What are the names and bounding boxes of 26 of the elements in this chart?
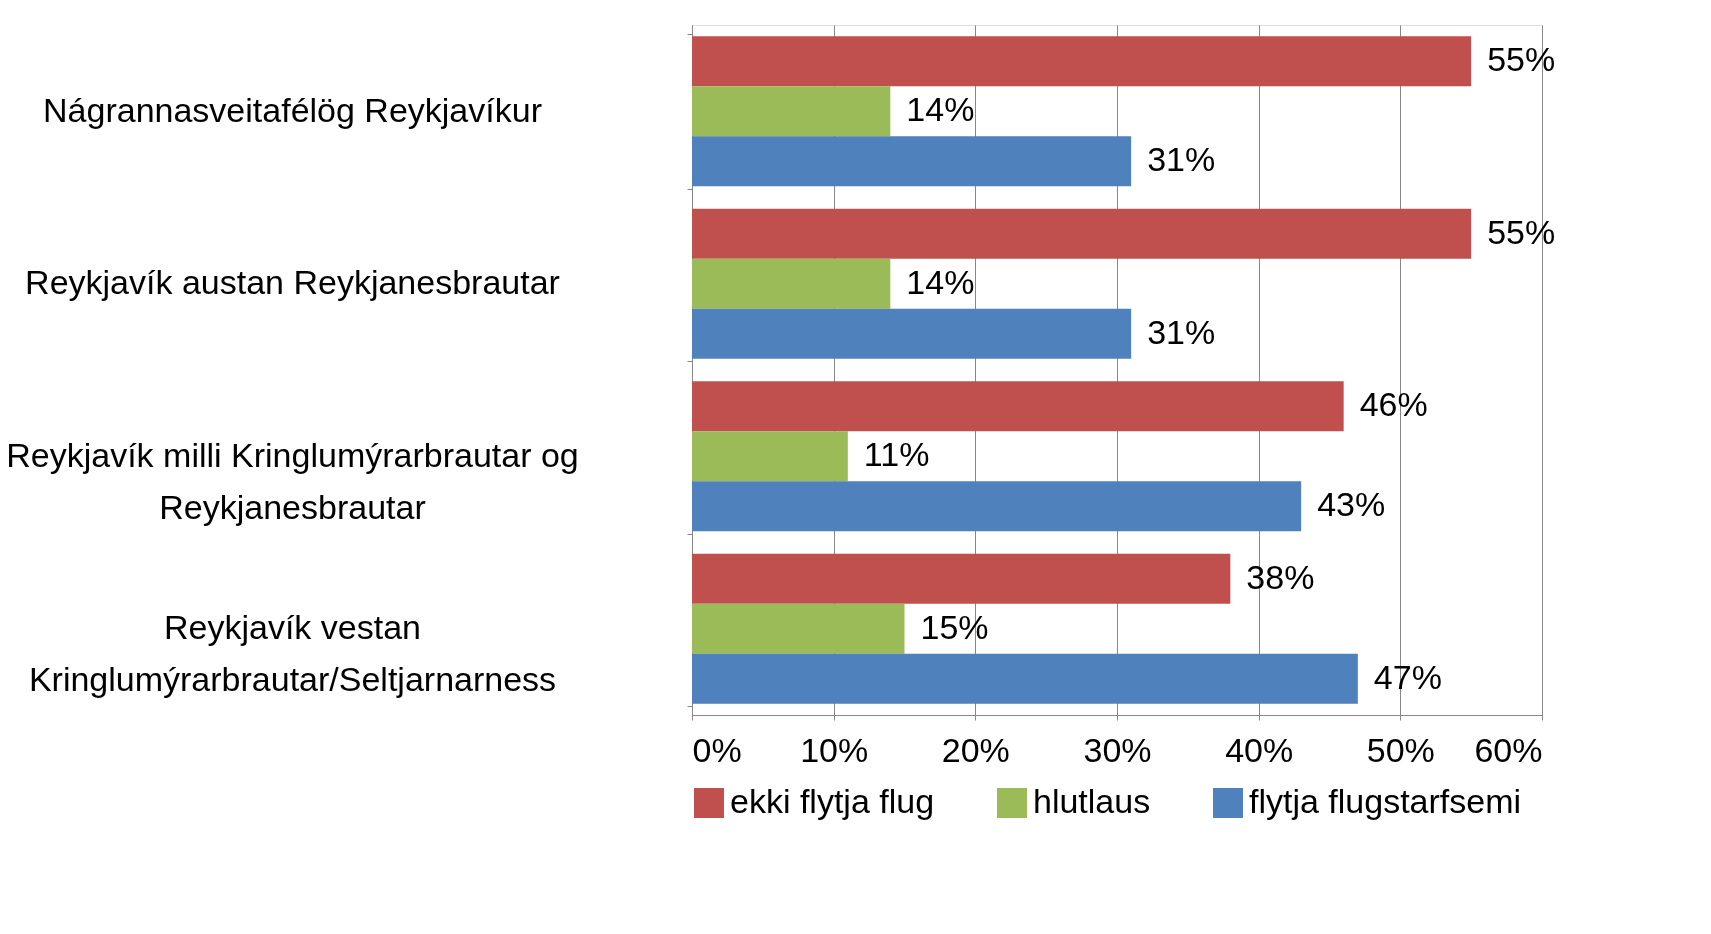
y-tick-label: Reykjavík austan Reykjanesbrautar (25, 263, 560, 302)
data-label: 15% (920, 607, 989, 646)
x-tick-label: 20% (941, 730, 1010, 769)
x-tick-label: 60% (1474, 730, 1543, 769)
data-label: 11% (863, 435, 930, 474)
data-label: 14% (906, 90, 975, 129)
data-label: 31% (1147, 312, 1216, 351)
y-tick-label: Nágrannasveitafélög Reykjavíkur (43, 90, 542, 129)
legend-label: hlutlaus (1033, 782, 1151, 820)
data-label: 47% (1373, 657, 1442, 696)
data-label: 14% (906, 262, 975, 301)
y-tick-label: Reykjavík vestan Kringlumýrarbrautar/Seltjarnarness (28, 608, 557, 699)
data-label: 46% (1359, 385, 1428, 424)
data-label: 31% (1147, 140, 1216, 179)
data-label: 38% (1246, 557, 1315, 596)
data-label: 43% (1317, 485, 1386, 524)
x-tick-label: 0% (692, 730, 742, 769)
data-label: 55% (1487, 212, 1556, 251)
y-tick-label: Reykjavík milli Kringlumýrarbrautar og Reykjanesbrautar (6, 435, 579, 526)
x-tick-label: 40% (1225, 730, 1294, 769)
legend-label: ekki flytja flug (730, 782, 935, 820)
legend-label: flytja flugstarfsemi (1249, 782, 1522, 820)
x-tick-label: 50% (1366, 730, 1435, 769)
data-label: 55% (1487, 40, 1556, 79)
x-tick-label: 30% (1083, 730, 1152, 769)
x-tick-label: 10% (800, 730, 869, 769)
